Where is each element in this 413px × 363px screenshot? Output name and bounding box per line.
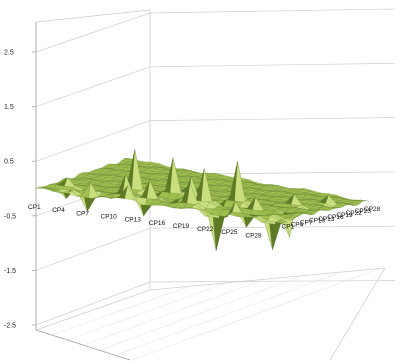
z-gridline-left xyxy=(35,12,151,53)
x-category-label: CP10 xyxy=(101,213,118,220)
z-gridline-left xyxy=(35,66,151,107)
z-gridline-left xyxy=(35,227,151,271)
x-category-label: CP25 xyxy=(221,229,238,236)
z-tick-label: 1.5 xyxy=(4,104,14,111)
z-tick-label: 2.5 xyxy=(4,50,14,57)
z-gridline-back xyxy=(149,280,396,283)
floor-right-edge xyxy=(329,267,386,361)
z-axis-tick-labels: 2.5 1.5 0.5 -0.5 -1.5 -2.5 xyxy=(4,50,16,330)
floor-gridline xyxy=(83,279,265,346)
x-category-label: CP7 xyxy=(76,210,89,217)
floor-gridline xyxy=(115,272,341,356)
z-tick-label: 0.5 xyxy=(4,159,14,166)
floor-front-edge xyxy=(35,329,131,361)
floor-gridline xyxy=(131,268,379,361)
z-gridline-back xyxy=(149,62,396,68)
top-wall-edge xyxy=(35,9,151,23)
x-category-label: CP16 xyxy=(149,220,166,227)
x-category-label: CP13 xyxy=(125,217,142,224)
floor-gridline xyxy=(51,286,189,336)
y-category-label: CP22 xyxy=(346,210,363,217)
x-axis-tick-labels: CP1 CP4 CP7 CP10 CP13 CP16 CP19 CP22 CP25 CP28 xyxy=(28,204,262,239)
z-gridline-back xyxy=(149,117,396,121)
y-category-label: CP19 xyxy=(336,212,353,219)
x-category-label: CP22 xyxy=(197,226,214,233)
z-tick-label: -2.5 xyxy=(4,323,16,330)
z-gridline-back xyxy=(149,8,396,14)
x-category-label: CP19 xyxy=(173,223,190,230)
y-category-label: CP25 xyxy=(355,208,372,215)
x-category-label: CP4 xyxy=(52,207,65,214)
y-category-label: CP1 xyxy=(282,224,295,231)
floor-left-edge xyxy=(35,289,151,331)
z-gridline-left xyxy=(35,281,151,326)
z-tick-label: -1.5 xyxy=(4,268,16,275)
surface-cell xyxy=(269,223,281,250)
y-category-label: CP10 xyxy=(309,218,326,225)
floor-back-edge xyxy=(149,267,386,291)
floor-gridline xyxy=(99,275,303,351)
z-gridline-left xyxy=(35,120,151,162)
x-category-label: CP28 xyxy=(245,232,262,239)
y-category-label: CP13 xyxy=(318,216,335,223)
y-category-label: CP28 xyxy=(364,206,381,213)
z-tick-label: -0.5 xyxy=(4,213,16,220)
y-category-label: CP16 xyxy=(327,214,344,221)
chart-walls xyxy=(32,8,396,361)
y-category-label: CP4 xyxy=(291,222,304,229)
y-category-label: CP7 xyxy=(300,220,313,227)
floor-gridline xyxy=(67,282,227,341)
x-category-label: CP1 xyxy=(28,204,41,211)
surface-plot xyxy=(35,149,370,251)
